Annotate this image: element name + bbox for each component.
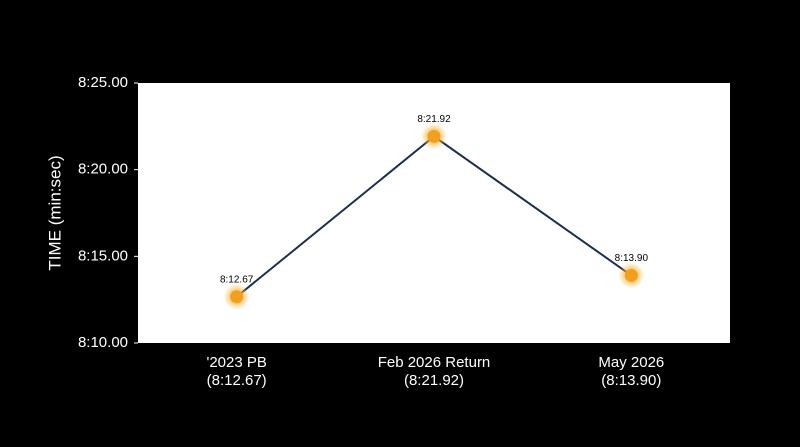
x-tick-label: May 2026 (8:13.90)	[598, 354, 664, 389]
data-label: 8:21.92	[417, 114, 451, 125]
y-tick-label: 8:25.00	[78, 74, 128, 91]
y-tick-label: 8:15.00	[78, 247, 128, 264]
y-tick-label: 8:10.00	[78, 334, 128, 351]
y-axis-label: TIME (min:sec)	[45, 155, 64, 270]
x-tick-label: '2023 PB (8:12.67)	[206, 354, 266, 389]
y-tick-label: 8:20.00	[78, 161, 128, 178]
marker	[230, 290, 244, 304]
data-label: 8:13.90	[615, 253, 649, 264]
marker	[624, 268, 638, 282]
data-label: 8:12.67	[220, 274, 254, 285]
marker	[427, 129, 441, 143]
x-tick-label: Feb 2026 Return (8:21.92)	[378, 354, 491, 389]
